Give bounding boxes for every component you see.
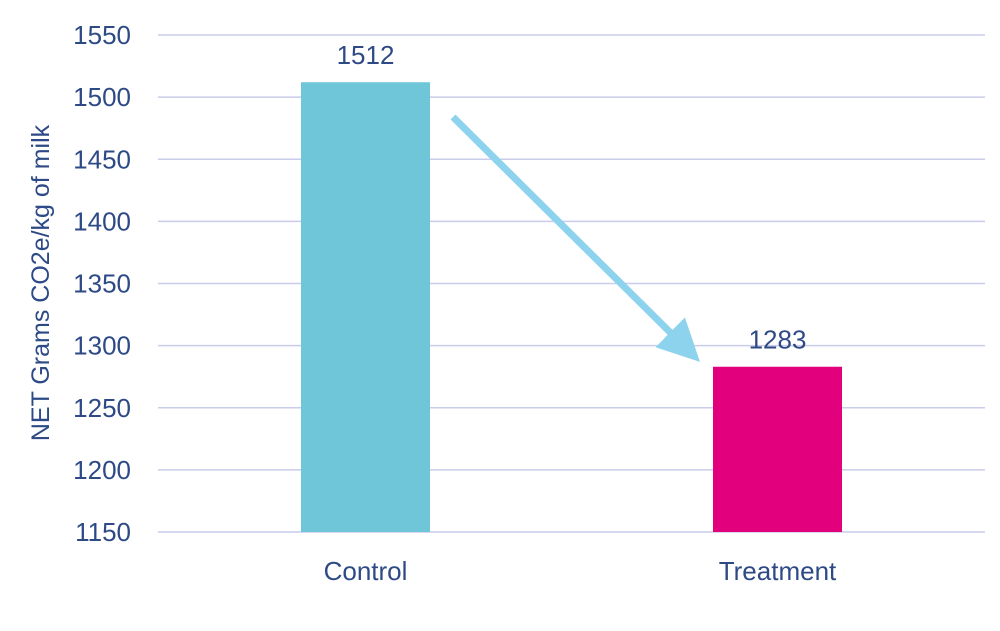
y-tick-label: 1300 xyxy=(73,331,131,361)
data-label: 1283 xyxy=(749,325,807,355)
decrease-arrow xyxy=(450,114,700,362)
data-labels: 1512 1283 xyxy=(337,40,807,355)
y-tick-label: 1500 xyxy=(73,82,131,112)
y-tick-label: 1350 xyxy=(73,269,131,299)
annotation-arrows xyxy=(450,114,700,362)
y-tick-label: 1150 xyxy=(75,517,131,547)
bar-treatment xyxy=(713,366,842,532)
y-tick-label: 1200 xyxy=(73,455,131,485)
y-axis-ticks: 1150 1200 1250 1300 1350 1400 1450 1500 1550 xyxy=(73,20,131,547)
x-category-label: Control xyxy=(324,556,408,586)
x-category-label: Treatment xyxy=(719,556,837,586)
bars xyxy=(301,82,842,532)
y-tick-label: 1450 xyxy=(73,144,131,174)
y-tick-label: 1400 xyxy=(73,206,131,236)
x-axis-categories: Control Treatment xyxy=(324,556,837,586)
y-axis-title: NET Grams CO2e/kg of milk xyxy=(27,124,55,441)
data-label: 1512 xyxy=(337,40,395,70)
gridlines xyxy=(158,34,985,533)
bar-control xyxy=(301,82,430,532)
y-tick-label: 1550 xyxy=(73,20,131,50)
y-tick-label: 1250 xyxy=(73,393,131,423)
